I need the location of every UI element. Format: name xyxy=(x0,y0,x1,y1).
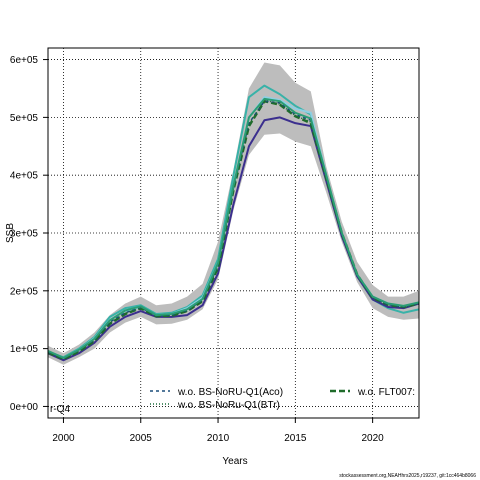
y-tick-label: 4e+05 xyxy=(10,171,39,182)
y-tick-label: 1e+05 xyxy=(10,344,39,355)
x-tick-label: 2010 xyxy=(207,433,230,444)
y-axis-label: SSB xyxy=(5,223,16,243)
y-tick-label: 2e+05 xyxy=(10,286,39,297)
y-axis: 0e+00 1e+05 2e+05 3e+05 4e+05 5e+05 6e+05 xyxy=(10,55,48,413)
y-tick-label: 0e+00 xyxy=(10,402,39,413)
y-tick-label: 3e+05 xyxy=(10,229,39,240)
footer-credit: stockassessment.org,NEAHhrs2025,r19237, … xyxy=(339,473,476,479)
y-tick-label: 5e+05 xyxy=(10,113,39,124)
grid xyxy=(48,48,419,418)
legend-label: w.o. FLT007: xyxy=(357,387,415,398)
legend-label: w.o. BS-NoRU-Q1(Aco) xyxy=(177,387,283,398)
x-tick-label: 2020 xyxy=(362,433,385,444)
clipped-legend-label: r-Q4 xyxy=(50,404,70,415)
legend-label: w.o. BS-NoRu-Q1(BTr) xyxy=(177,400,280,411)
y-tick-label: 6e+05 xyxy=(10,55,39,66)
x-tick-label: 2000 xyxy=(52,433,75,444)
legend: w.o. BS-NoRU-Q1(Aco) w.o. BS-NoRu-Q1(BTr)… xyxy=(150,387,415,411)
x-tick-label: 2015 xyxy=(284,433,307,444)
series-line-7 xyxy=(48,97,419,359)
x-tick-label: 2005 xyxy=(130,433,153,444)
x-axis: 2000 2005 2010 2015 2020 xyxy=(52,418,384,444)
series-lines xyxy=(48,84,419,362)
x-axis-label: Years xyxy=(222,456,247,467)
